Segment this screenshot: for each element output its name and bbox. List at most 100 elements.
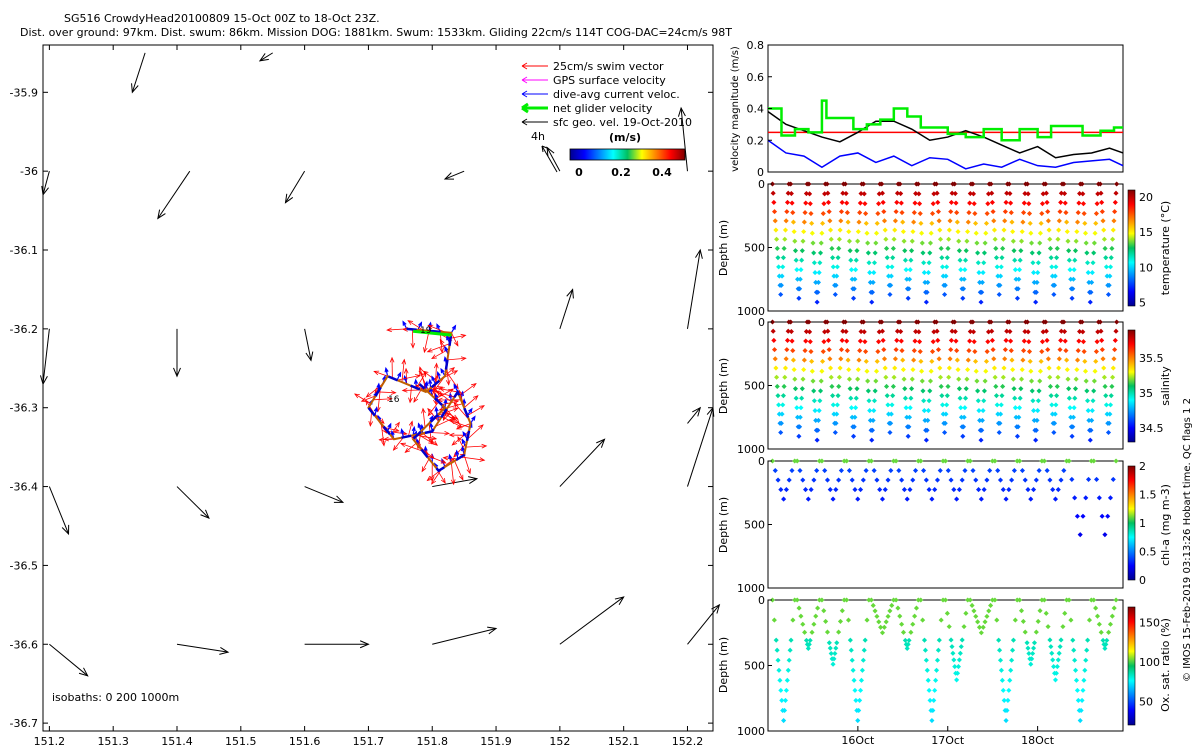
section-point (1085, 476, 1092, 482)
section-point (1073, 376, 1079, 382)
section-point (981, 487, 987, 493)
section-point (824, 477, 831, 483)
section-point (836, 629, 842, 635)
section-point (788, 637, 794, 643)
section-point (894, 328, 901, 334)
section-point (855, 238, 861, 244)
section-point (1054, 245, 1060, 251)
section-point (807, 191, 813, 197)
section-point (838, 347, 845, 353)
section-point (996, 637, 1002, 643)
section-point (911, 357, 917, 363)
section-point (789, 338, 795, 344)
section-point (1028, 496, 1034, 502)
section-point (946, 227, 952, 233)
section-point (889, 402, 895, 408)
swim-arrow (360, 395, 376, 402)
section-point (904, 276, 910, 282)
section-point (889, 264, 895, 270)
section-point (961, 624, 967, 630)
salinity-depth-label: Depth (m) (717, 358, 730, 414)
map-x-tick-label: 151.7 (353, 735, 385, 748)
section-point (1094, 201, 1100, 207)
section-point (809, 629, 815, 635)
section-point (935, 199, 941, 205)
temperature-axes-frame (767, 183, 1124, 312)
section-point (803, 487, 809, 493)
oxygen-colorbar (1127, 606, 1136, 726)
section-point (851, 286, 857, 292)
section-point (782, 697, 789, 703)
section-point (853, 697, 859, 703)
section-point (787, 647, 793, 653)
section-point (828, 650, 834, 657)
velocity-series-line (767, 111, 1124, 159)
section-point (848, 395, 854, 401)
swim-arrow (423, 330, 430, 354)
section-point (1085, 637, 1091, 643)
section-point (790, 210, 796, 216)
section-point (983, 230, 989, 236)
section-point (820, 358, 826, 364)
section-point (872, 388, 878, 394)
section-point (1109, 245, 1115, 251)
section-point (893, 209, 899, 215)
section-point (929, 220, 935, 226)
section-point (1090, 398, 1096, 404)
section-point (855, 496, 861, 502)
map-x-ticks: 151.2 151.3 151.4 151.5 151.6 151.7 151.8 151.9… (34, 45, 703, 748)
section-point (1026, 201, 1032, 207)
salinity-colorbar-ticks: 34.5 35 35.5 (1139, 352, 1164, 435)
section-point (948, 637, 954, 643)
section-point (866, 260, 872, 266)
section-point (863, 358, 869, 364)
section-point (865, 250, 871, 256)
depth-tick-label: 500 (744, 380, 765, 393)
section-point (774, 374, 780, 380)
section-point (967, 200, 973, 206)
section-point (901, 376, 907, 382)
section-point (976, 408, 982, 414)
section-point (817, 398, 823, 404)
section-point (856, 219, 862, 225)
section-point (984, 477, 990, 483)
section-point (1004, 328, 1010, 334)
section-point (1029, 378, 1035, 384)
section-point (1043, 328, 1049, 334)
section-point (920, 617, 926, 623)
section-point (922, 417, 928, 423)
section-point (775, 393, 781, 399)
section-point (844, 597, 850, 603)
section-point (985, 339, 991, 345)
section-point (1051, 664, 1057, 670)
section-point (929, 717, 935, 724)
section-point (830, 393, 836, 399)
section-point (1099, 209, 1105, 215)
section-point (830, 496, 836, 502)
section-point (1105, 513, 1111, 519)
section-point (834, 411, 840, 417)
section-point (949, 644, 955, 650)
section-point (1080, 339, 1086, 345)
section-point (1094, 476, 1100, 482)
section-point (1045, 209, 1051, 215)
swim-arrow (427, 401, 439, 417)
section-point (783, 356, 789, 362)
section-point (833, 645, 839, 651)
section-point (794, 414, 801, 420)
section-point (1016, 405, 1023, 411)
section-point (1006, 487, 1012, 493)
section-point (910, 621, 916, 627)
section-point (833, 487, 839, 493)
section-point (1018, 248, 1024, 254)
swim-arrow (463, 395, 479, 409)
section-point (942, 458, 949, 464)
section-point (936, 218, 942, 224)
section-point (1086, 617, 1093, 623)
section-point (778, 282, 784, 288)
section-point (1074, 357, 1081, 363)
section-point (858, 190, 864, 197)
velocity-series (767, 99, 1124, 170)
depth-tick-label: 0 (758, 455, 765, 468)
section-point (912, 613, 918, 619)
